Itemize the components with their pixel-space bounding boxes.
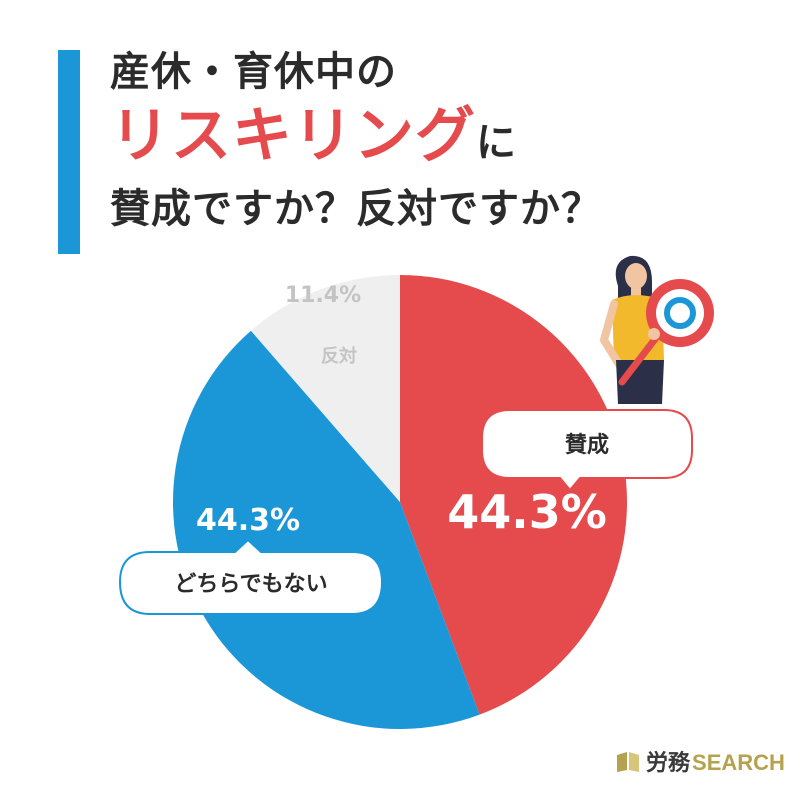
title-line-1: 産休・育休中の bbox=[110, 49, 397, 95]
slice-dochirademonai bbox=[173, 330, 480, 729]
slice-sansei bbox=[400, 275, 627, 715]
slice-label-sansei: 賛成 bbox=[565, 433, 609, 458]
slice-value-hantai: 11.4% bbox=[285, 283, 361, 308]
callout-dochirademonai bbox=[118, 538, 384, 615]
page-title: 産休・育休中の リスキリングに 賛成ですか？反対ですか？ bbox=[110, 44, 602, 239]
woman-with-sign-illustration bbox=[599, 255, 714, 404]
slice-label-dochirademonai: どちらでもない bbox=[174, 572, 327, 597]
title-line-3: 賛成ですか？反対ですか？ bbox=[110, 186, 602, 232]
brand-logo: 労務SEARCH bbox=[616, 748, 785, 775]
logo-text-ja: 労務 bbox=[646, 750, 691, 775]
slice-label-hantai: 反対 bbox=[321, 345, 357, 367]
slice-hantai bbox=[250, 275, 400, 502]
title-line-2: リスキリングに bbox=[110, 100, 602, 179]
callout-sansei bbox=[481, 409, 693, 492]
slice-value-sansei: 44.3% bbox=[447, 485, 607, 539]
pie-slices bbox=[173, 275, 627, 729]
title-highlight: リスキリング bbox=[110, 101, 476, 171]
title-accent-bar bbox=[58, 50, 80, 254]
logo-text-en: SEARCH bbox=[692, 750, 785, 775]
book-icon bbox=[617, 752, 639, 772]
slice-value-dochirademonai: 44.3% bbox=[196, 503, 300, 538]
title-line-2-suffix: に bbox=[476, 120, 517, 166]
